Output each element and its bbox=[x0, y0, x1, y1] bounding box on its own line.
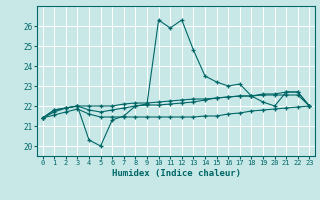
X-axis label: Humidex (Indice chaleur): Humidex (Indice chaleur) bbox=[111, 169, 241, 178]
